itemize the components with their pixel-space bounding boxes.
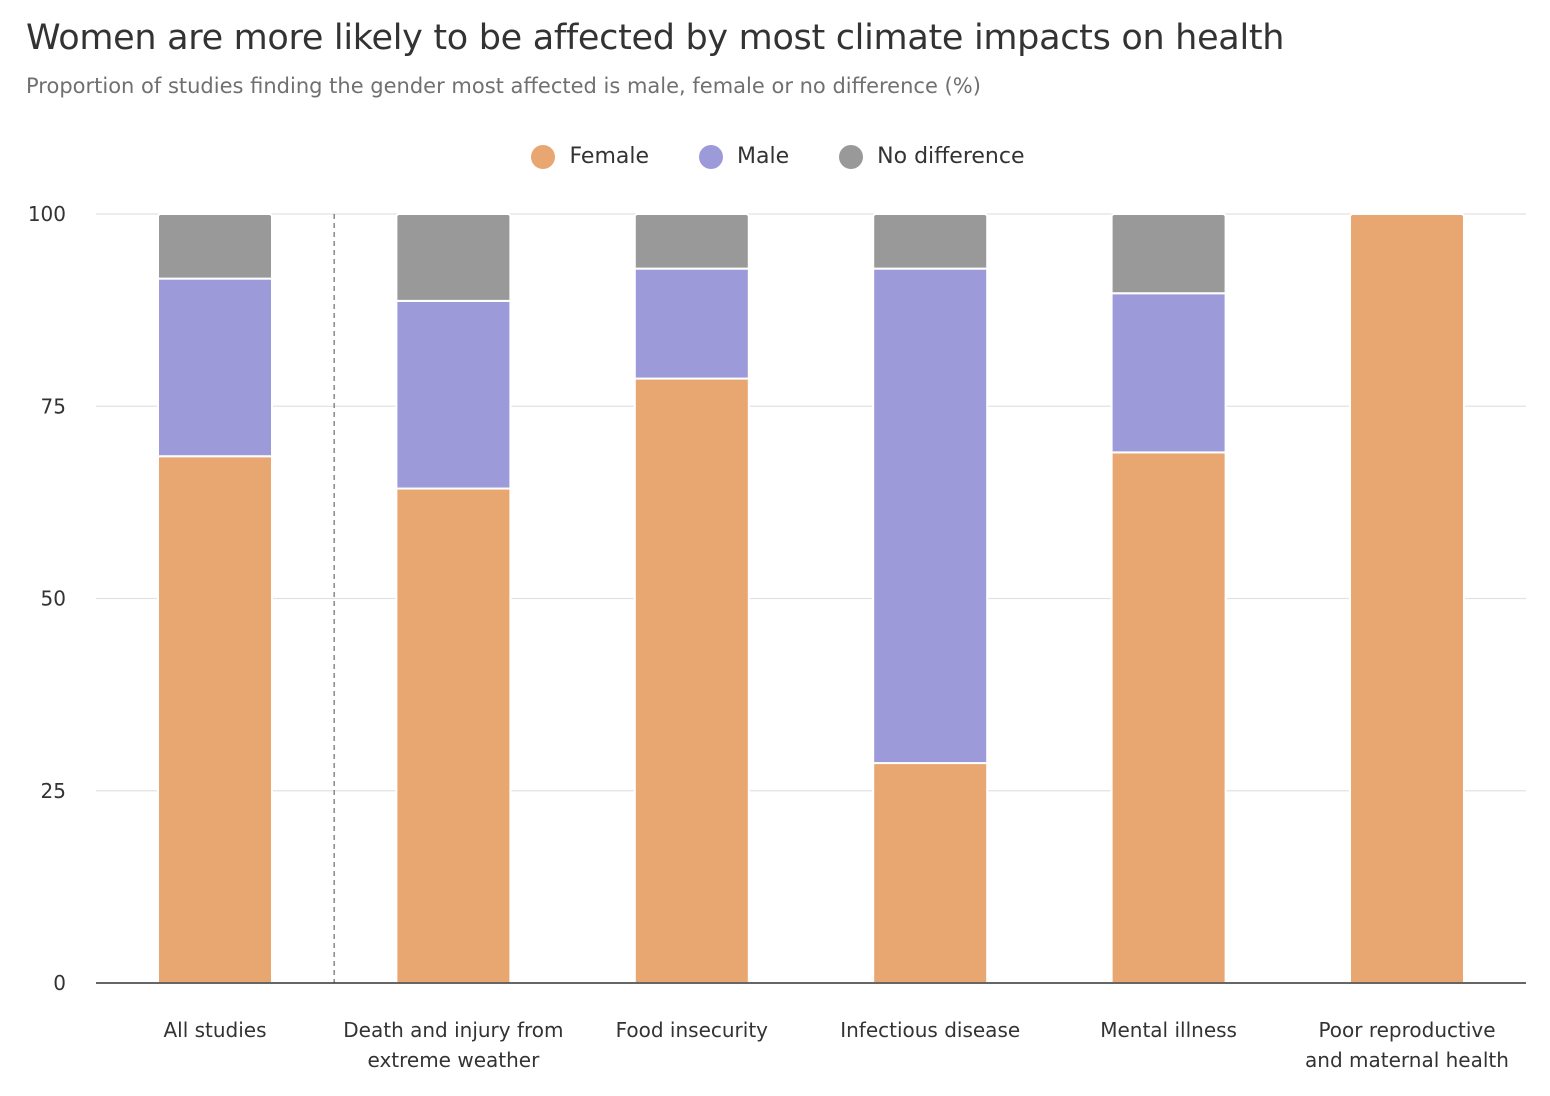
- bar-female-4: [1110, 451, 1227, 984]
- legend-label-female: Female: [569, 144, 650, 169]
- legend-item-male[interactable]: Male: [693, 144, 789, 169]
- bar-no-difference-3: [872, 213, 989, 270]
- legend-item-female[interactable]: Female: [525, 144, 649, 169]
- x-tick-label-4: Mental illness: [1100, 1018, 1237, 1042]
- bar-no-difference-0: [157, 213, 273, 280]
- bar-no-difference-2: [633, 213, 750, 270]
- bar-female-2: [633, 377, 750, 985]
- bar-female-0: [157, 455, 273, 984]
- y-tick-label-100: 100: [28, 202, 66, 226]
- bar-female-5: [1349, 213, 1465, 984]
- bar-male-0: [157, 277, 273, 458]
- y-tick-label-50: 50: [41, 587, 66, 611]
- x-tick-label-3: Infectious disease: [840, 1018, 1020, 1042]
- legend-label-male: Male: [737, 144, 790, 169]
- x-tick-label-0: All studies: [163, 1018, 266, 1042]
- legend-swatch-no-difference: [839, 144, 864, 169]
- y-tick-label-0: 0: [53, 971, 66, 995]
- legend: Female Male No difference: [0, 144, 1550, 169]
- legend-swatch-female: [531, 144, 556, 169]
- bar-female-3: [872, 762, 989, 984]
- legend-item-no-difference[interactable]: No difference: [833, 144, 1025, 169]
- x-tick-label-5: Poor reproductive and maternal health: [1305, 1018, 1509, 1072]
- y-tick-label-25: 25: [41, 779, 66, 803]
- legend-label-no-difference: No difference: [877, 144, 1025, 169]
- bar-male-2: [633, 267, 750, 380]
- bar-no-difference-4: [1110, 213, 1227, 295]
- bar-male-4: [1110, 292, 1227, 454]
- bar-no-difference-1: [395, 213, 512, 302]
- x-tick-label-1: Death and injury from extreme weather: [343, 1018, 563, 1072]
- x-tick-label-2: Food insecurity: [616, 1018, 769, 1042]
- legend-swatch-male: [699, 144, 724, 169]
- bar-male-1: [395, 299, 512, 490]
- bar-male-3: [872, 267, 989, 765]
- y-tick-label-75: 75: [41, 394, 66, 418]
- chart-title: Women are more likely to be affected by …: [26, 18, 1285, 58]
- bar-female-1: [395, 487, 512, 984]
- chart-subtitle: Proportion of studies finding the gender…: [26, 74, 981, 98]
